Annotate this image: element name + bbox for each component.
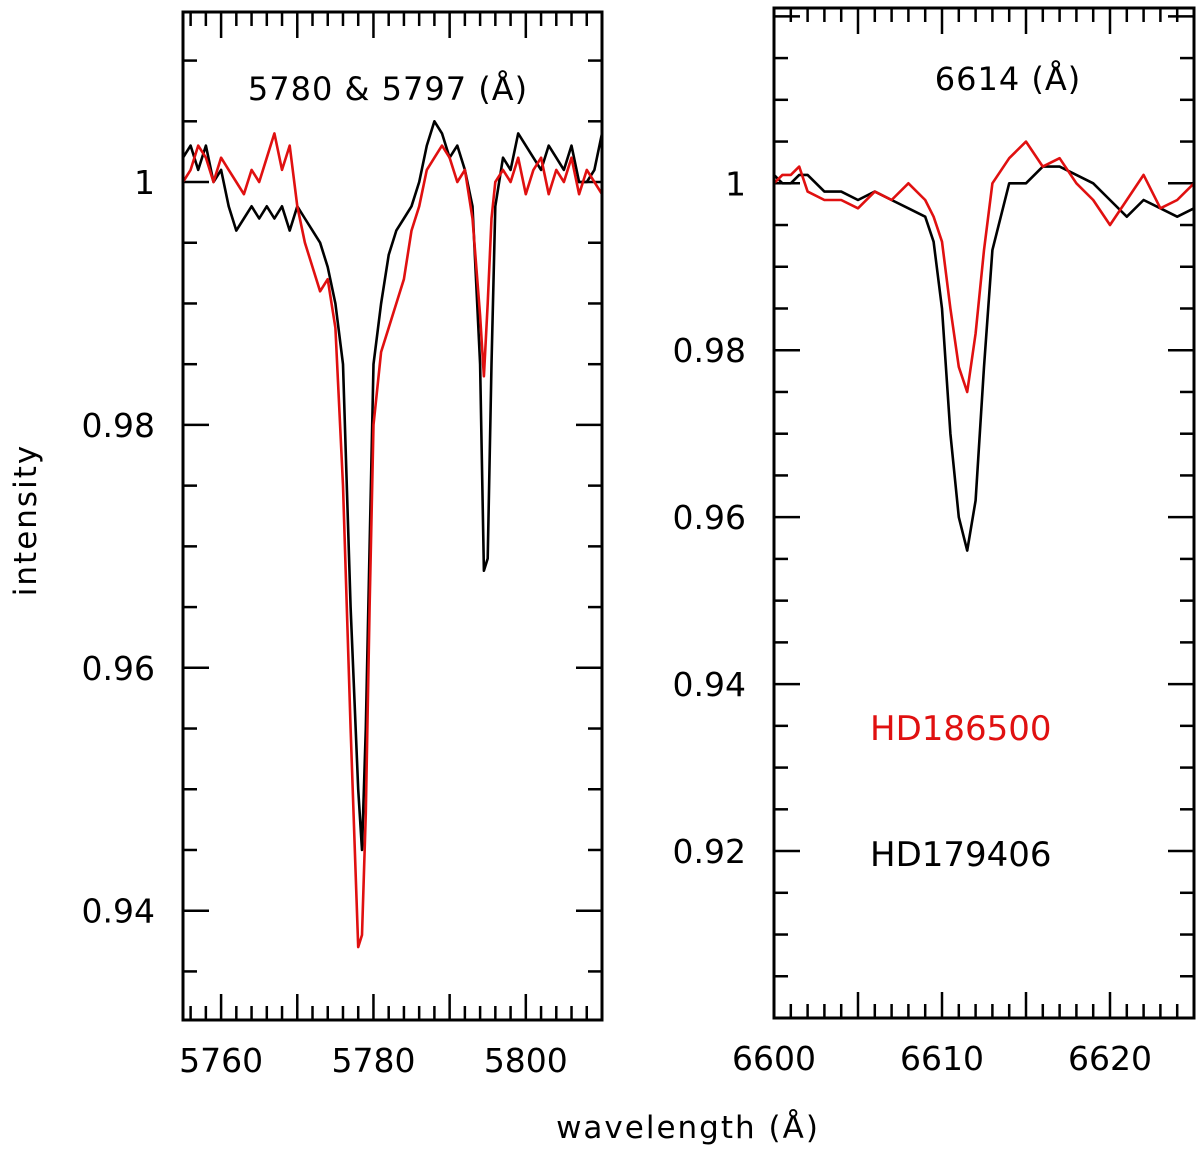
x-tick-label: 6610 xyxy=(900,1039,984,1078)
y-tick-label: 0.92 xyxy=(673,832,746,871)
y-tick-label: 0.96 xyxy=(673,498,746,537)
x-tick-label: 5800 xyxy=(484,1041,568,1080)
y-tick-label: 0.96 xyxy=(82,649,155,688)
panel-right-title: 6614 (Å) xyxy=(935,60,1081,98)
y-tick-label: 0.98 xyxy=(673,331,746,370)
x-tick-label: 5760 xyxy=(179,1041,263,1080)
y-tick-label: 0.94 xyxy=(82,892,155,931)
x-tick-label: 5780 xyxy=(331,1041,415,1080)
series-line-hd179406 xyxy=(773,165,1195,552)
y-tick-label: 0.98 xyxy=(82,406,155,445)
x-tick-label: 6600 xyxy=(732,1039,816,1078)
y-axis-title: intensity xyxy=(8,444,44,596)
panel-right-frame xyxy=(772,6,1196,1020)
panel-left-title: 5780 & 5797 (Å) xyxy=(248,70,528,108)
y-tick-label: 0.94 xyxy=(673,665,746,704)
series-line-hd186500 xyxy=(181,132,604,949)
legend-hd186500: HD186500 xyxy=(870,709,1052,749)
panel-left: 5780 & 5797 (Å) 0.94 0.96 0.98 1 5760 5780 580… xyxy=(82,10,604,1080)
y-tick-label: 1 xyxy=(725,164,746,203)
legend-hd179406: HD179406 xyxy=(870,835,1052,875)
x-axis-title: wavelength (Å) xyxy=(556,1110,820,1146)
series-line-hd179406 xyxy=(181,120,604,852)
y-tick-label: 1 xyxy=(134,163,155,202)
x-tick-label: 6620 xyxy=(1068,1039,1152,1078)
series-line-hd186500 xyxy=(773,140,1195,394)
panel-right: 6614 (Å) 0.92 0.94 0.96 0.98 1 6600 6610 6620 xyxy=(673,6,1196,1078)
panel-left-frame xyxy=(181,10,604,1022)
